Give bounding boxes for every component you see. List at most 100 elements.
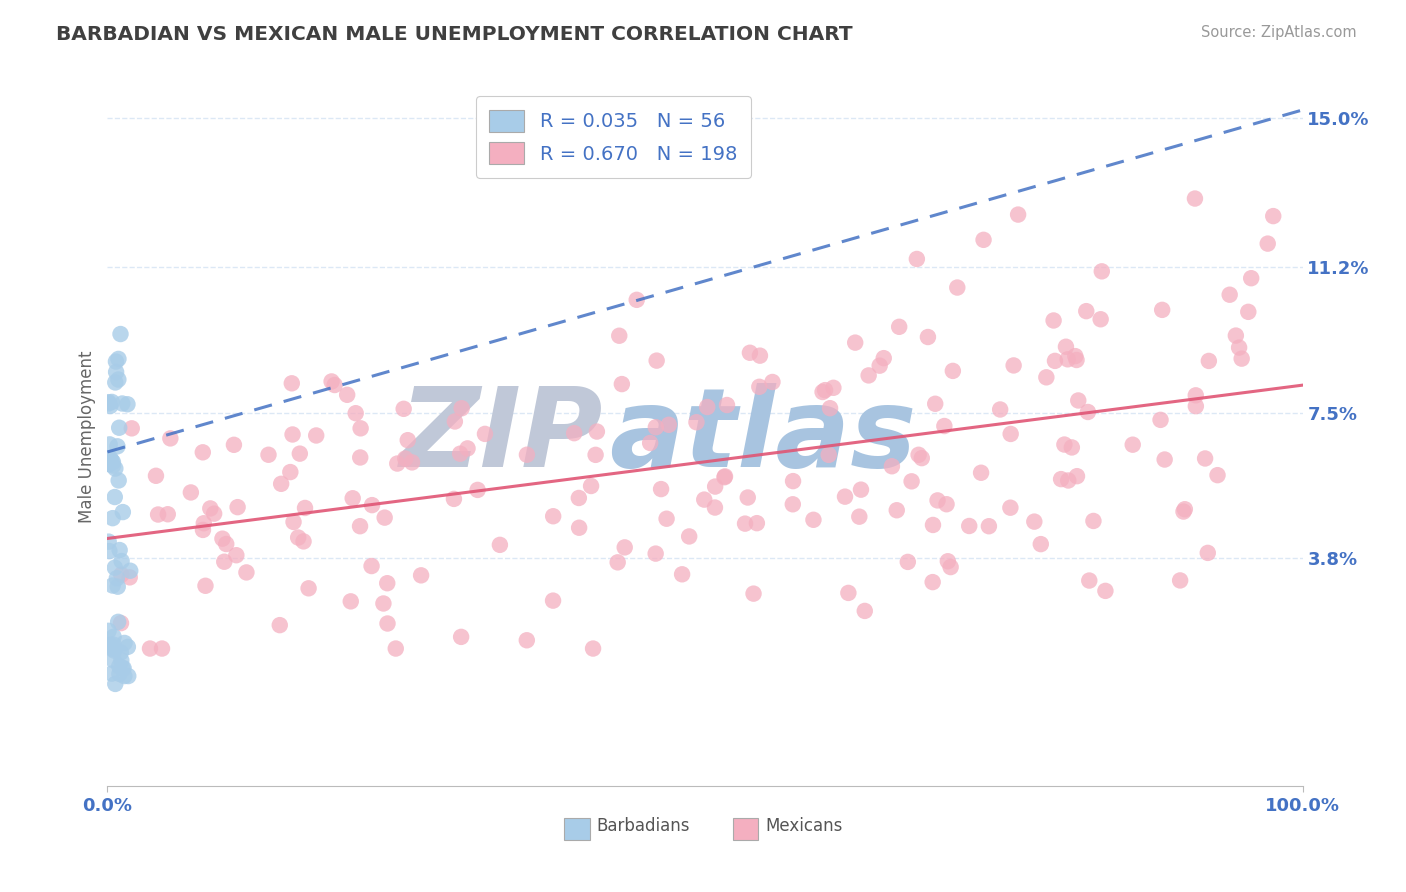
Point	[111, 661, 134, 675]
Point	[650, 482, 672, 496]
Point	[1067, 393, 1090, 408]
Point	[1000, 426, 1022, 441]
Point	[194, 579, 217, 593]
Point	[222, 438, 245, 452]
Point	[108, 421, 131, 435]
Text: Source: ZipAtlas.com: Source: ZipAtlas.com	[1201, 25, 1357, 40]
Point	[1057, 474, 1080, 488]
Point	[117, 669, 139, 683]
Point	[101, 395, 124, 409]
Point	[1002, 359, 1025, 373]
Point	[1064, 349, 1087, 363]
Point	[849, 483, 872, 497]
Point	[613, 541, 636, 555]
Point	[738, 345, 761, 359]
Point	[911, 451, 934, 466]
Point	[1198, 354, 1220, 368]
Point	[110, 554, 132, 568]
Point	[1257, 236, 1279, 251]
Point	[1054, 340, 1077, 354]
Point	[880, 459, 903, 474]
Point	[97, 534, 120, 549]
Point	[1174, 502, 1197, 516]
Point	[107, 474, 129, 488]
Point	[678, 529, 700, 543]
Point	[853, 604, 876, 618]
Point	[737, 491, 759, 505]
Point	[745, 516, 768, 531]
Point	[107, 439, 129, 453]
Point	[886, 503, 908, 517]
Point	[98, 399, 121, 413]
Point	[396, 433, 419, 447]
Text: BARBADIAN VS MEXICAN MALE UNEMPLOYMENT CORRELATION CHART: BARBADIAN VS MEXICAN MALE UNEMPLOYMENT C…	[56, 25, 853, 44]
Point	[946, 280, 969, 294]
Point	[607, 328, 630, 343]
Point	[1076, 304, 1098, 318]
Point	[823, 381, 845, 395]
Point	[1230, 351, 1253, 366]
Point	[269, 618, 291, 632]
Point	[644, 420, 666, 434]
Point	[568, 491, 591, 505]
Point	[1007, 208, 1029, 222]
Point	[120, 564, 142, 578]
Point	[180, 485, 202, 500]
Point	[215, 537, 238, 551]
Point	[516, 448, 538, 462]
Point	[349, 421, 371, 435]
Point	[693, 492, 716, 507]
Point	[1173, 504, 1195, 518]
Text: Barbadians: Barbadians	[596, 817, 690, 835]
Point	[111, 396, 134, 410]
Point	[1000, 500, 1022, 515]
Text: atlas: atlas	[609, 383, 917, 490]
Point	[1219, 287, 1241, 301]
Point	[1077, 405, 1099, 419]
Point	[696, 400, 718, 414]
Point	[586, 425, 609, 439]
Point	[281, 427, 304, 442]
Point	[377, 616, 399, 631]
Point	[114, 636, 136, 650]
Point	[1227, 341, 1250, 355]
Point	[671, 567, 693, 582]
Point	[297, 582, 319, 596]
Point	[118, 570, 141, 584]
Point	[1090, 312, 1112, 326]
Point	[921, 575, 943, 590]
Point	[748, 380, 770, 394]
Point	[156, 508, 179, 522]
Point	[714, 469, 737, 483]
Point	[97, 457, 120, 471]
Point	[108, 659, 131, 673]
Legend: R = 0.035   N = 56, R = 0.670   N = 198: R = 0.035 N = 56, R = 0.670 N = 198	[475, 96, 751, 178]
Point	[394, 451, 416, 466]
Point	[1060, 441, 1083, 455]
Point	[837, 586, 859, 600]
Point	[1056, 352, 1078, 367]
Point	[541, 593, 564, 607]
Point	[1184, 192, 1206, 206]
Point	[582, 641, 605, 656]
Point	[1035, 370, 1057, 384]
Point	[450, 630, 472, 644]
Point	[848, 509, 870, 524]
Point	[1206, 468, 1229, 483]
Point	[101, 455, 124, 469]
Point	[373, 597, 395, 611]
Point	[104, 354, 127, 368]
Point	[214, 555, 236, 569]
Point	[349, 519, 371, 533]
Point	[970, 466, 993, 480]
Point	[103, 641, 125, 656]
Point	[703, 500, 725, 515]
Point	[626, 293, 648, 307]
Point	[121, 421, 143, 435]
Point	[450, 401, 472, 416]
Point	[1194, 451, 1216, 466]
Point	[1066, 353, 1088, 368]
Point	[101, 641, 124, 656]
Point	[934, 419, 956, 434]
Point	[361, 498, 384, 512]
